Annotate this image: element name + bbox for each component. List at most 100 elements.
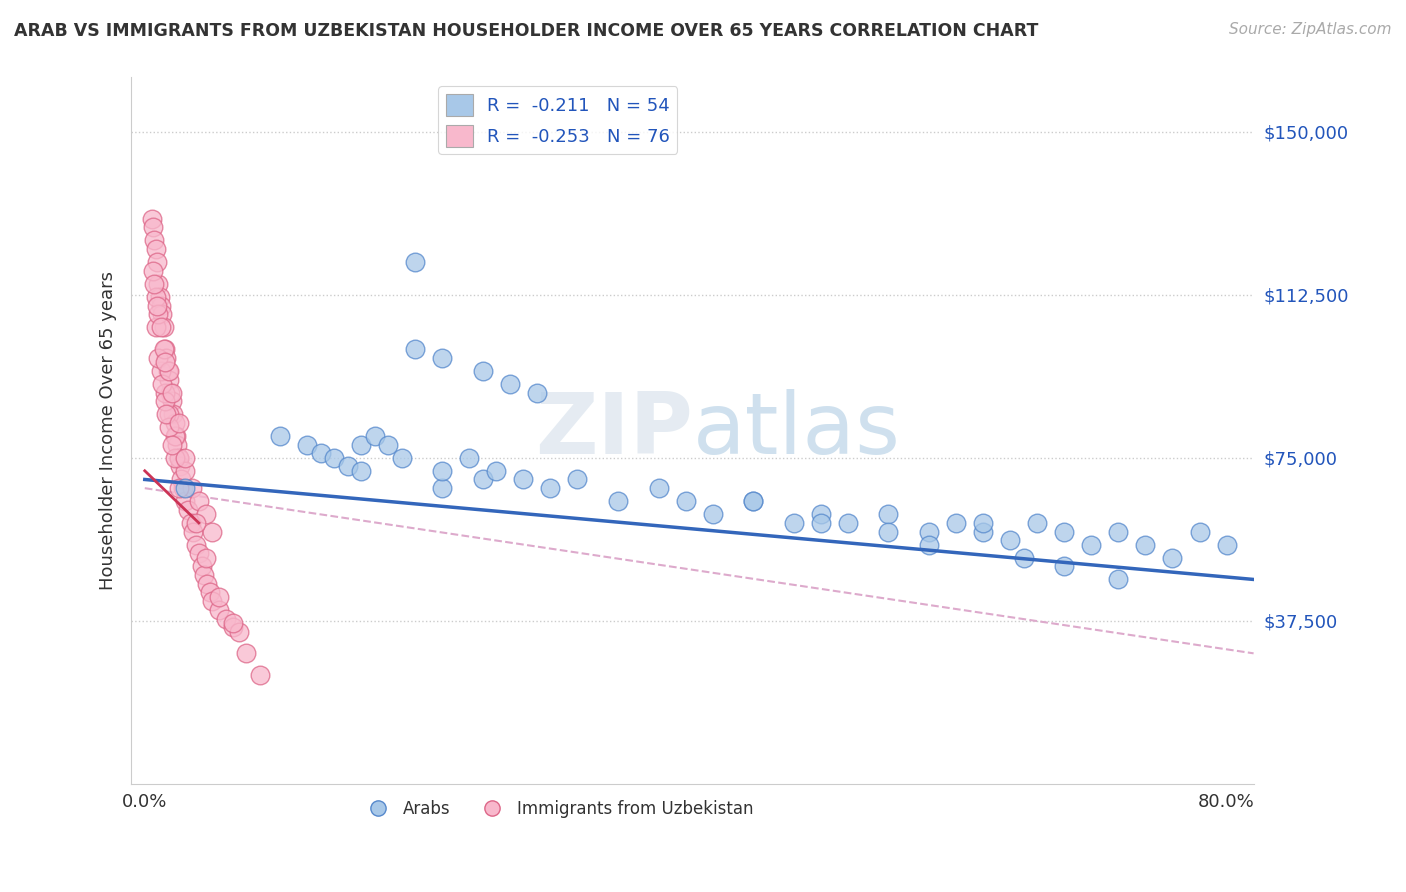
Point — [269, 429, 291, 443]
Point — [432, 464, 454, 478]
Point — [309, 446, 332, 460]
Point — [174, 450, 197, 465]
Point — [162, 407, 184, 421]
Point — [972, 524, 994, 539]
Point — [156, 364, 179, 378]
Point — [148, 307, 170, 321]
Point — [198, 585, 221, 599]
Point — [512, 473, 534, 487]
Point — [155, 407, 177, 421]
Point — [195, 576, 218, 591]
Point — [837, 516, 859, 530]
Point — [607, 494, 630, 508]
Point — [169, 459, 191, 474]
Point — [1107, 524, 1129, 539]
Point — [152, 342, 174, 356]
Point — [148, 277, 170, 291]
Point — [145, 242, 167, 256]
Point — [187, 494, 209, 508]
Point — [142, 264, 165, 278]
Point — [152, 320, 174, 334]
Point — [350, 438, 373, 452]
Point — [499, 376, 522, 391]
Point — [404, 342, 426, 356]
Point — [391, 450, 413, 465]
Point — [155, 351, 177, 365]
Point — [810, 508, 832, 522]
Point — [174, 494, 197, 508]
Text: Source: ZipAtlas.com: Source: ZipAtlas.com — [1229, 22, 1392, 37]
Point — [432, 481, 454, 495]
Point — [153, 355, 176, 369]
Text: ZIP: ZIP — [534, 389, 692, 472]
Point — [208, 590, 231, 604]
Point — [160, 385, 183, 400]
Point — [153, 394, 176, 409]
Point — [143, 277, 166, 291]
Point — [363, 429, 385, 443]
Point — [150, 376, 173, 391]
Point — [163, 450, 186, 465]
Point — [167, 416, 190, 430]
Point — [471, 364, 494, 378]
Point — [742, 494, 765, 508]
Point — [1161, 550, 1184, 565]
Point — [166, 438, 188, 452]
Point — [190, 559, 212, 574]
Point — [165, 429, 187, 443]
Point — [201, 594, 224, 608]
Point — [186, 538, 208, 552]
Point — [295, 438, 318, 452]
Point — [972, 516, 994, 530]
Point — [170, 473, 193, 487]
Point — [157, 372, 180, 386]
Point — [157, 364, 180, 378]
Point — [432, 351, 454, 365]
Point — [153, 385, 176, 400]
Point — [458, 450, 481, 465]
Point — [998, 533, 1021, 548]
Point — [163, 416, 186, 430]
Point — [167, 450, 190, 465]
Point — [145, 290, 167, 304]
Point — [404, 255, 426, 269]
Point — [228, 624, 250, 639]
Point — [160, 394, 183, 409]
Point — [918, 524, 941, 539]
Point — [160, 438, 183, 452]
Point — [180, 516, 202, 530]
Point — [177, 503, 200, 517]
Point — [150, 299, 173, 313]
Point — [647, 481, 669, 495]
Point — [810, 516, 832, 530]
Point — [183, 524, 205, 539]
Point — [167, 450, 190, 465]
Point — [150, 320, 173, 334]
Point — [174, 481, 197, 495]
Point — [186, 516, 208, 530]
Point — [471, 473, 494, 487]
Point — [157, 420, 180, 434]
Point — [567, 473, 589, 487]
Point — [194, 550, 217, 565]
Point — [249, 668, 271, 682]
Point — [215, 611, 238, 625]
Legend: Arabs, Immigrants from Uzbekistan: Arabs, Immigrants from Uzbekistan — [354, 794, 761, 825]
Point — [350, 464, 373, 478]
Point — [323, 450, 346, 465]
Y-axis label: Householder Income Over 65 years: Householder Income Over 65 years — [100, 271, 117, 591]
Point — [149, 290, 172, 304]
Point — [201, 524, 224, 539]
Point — [538, 481, 561, 495]
Point — [157, 407, 180, 421]
Point — [174, 464, 197, 478]
Point — [1026, 516, 1049, 530]
Point — [1107, 573, 1129, 587]
Point — [877, 508, 900, 522]
Point — [208, 603, 231, 617]
Point — [945, 516, 967, 530]
Point — [336, 459, 359, 474]
Point — [167, 481, 190, 495]
Point — [1012, 550, 1035, 565]
Point — [159, 385, 181, 400]
